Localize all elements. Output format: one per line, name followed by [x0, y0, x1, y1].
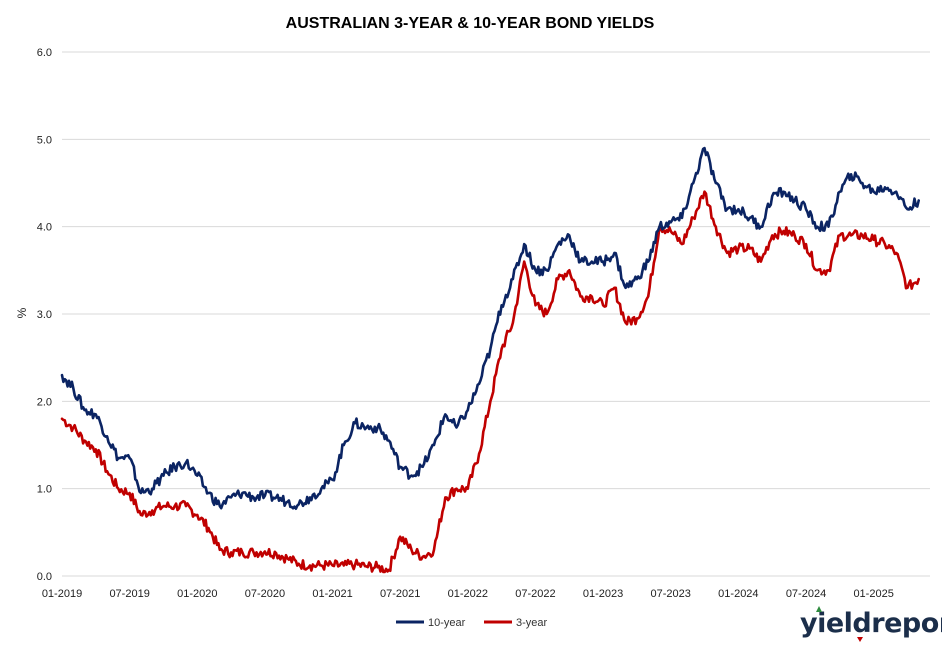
series-lines: [60, 146, 920, 574]
x-tick-label: 07-2019: [109, 588, 149, 600]
x-tick-label: 01-2025: [853, 588, 893, 600]
y-tick-label: 2.0: [37, 396, 52, 408]
gridlines: [62, 51, 930, 577]
series-line-10-year: [60, 146, 920, 510]
brand-accent-mark: [816, 606, 822, 612]
legend-label-10-year: 10-year: [428, 617, 466, 629]
x-tick-label: 01-2019: [42, 588, 82, 600]
legend: 10-year 3-year: [396, 617, 548, 629]
x-tick-label: 07-2022: [515, 588, 555, 600]
y-tick-label: 4.0: [37, 222, 52, 234]
series-line-3-year: [60, 190, 920, 574]
y-tick-label: 3.0: [37, 309, 52, 321]
y-tick-label: 5.0: [37, 134, 52, 146]
yieldreport-logo: yieldreport: [800, 606, 942, 642]
x-tick-label: 01-2023: [583, 588, 623, 600]
x-tick-label: 07-2024: [786, 588, 826, 600]
x-tick-label: 07-2021: [380, 588, 420, 600]
y-tick-label: 1.0: [37, 484, 52, 496]
y-axis-label: %: [15, 307, 29, 318]
x-tick-label: 01-2021: [312, 588, 352, 600]
x-tick-label: 01-2024: [718, 588, 758, 600]
y-tick-label: 0.0: [37, 571, 52, 583]
y-tick-label: 6.0: [37, 47, 52, 59]
brand-accent-mark-red: [857, 637, 863, 642]
brand-logo-text: yieldreport: [800, 608, 942, 639]
x-tick-label: 01-2020: [177, 588, 217, 600]
x-tick-label: 07-2020: [245, 588, 285, 600]
legend-label-3-year: 3-year: [516, 617, 548, 629]
x-tick-label: 07-2023: [651, 588, 691, 600]
x-tick-labels: 01-2019 07-2019 01-2020 07-2020 01-2021 07-20…: [42, 588, 894, 600]
x-tick-label: 01-2022: [448, 588, 488, 600]
y-tick-labels: 0.0 1.0 2.0 3.0 4.0 5.0 6.0: [37, 47, 52, 583]
chart-title: AUSTRALIAN 3-YEAR & 10-YEAR BOND YIELDS: [286, 15, 655, 32]
